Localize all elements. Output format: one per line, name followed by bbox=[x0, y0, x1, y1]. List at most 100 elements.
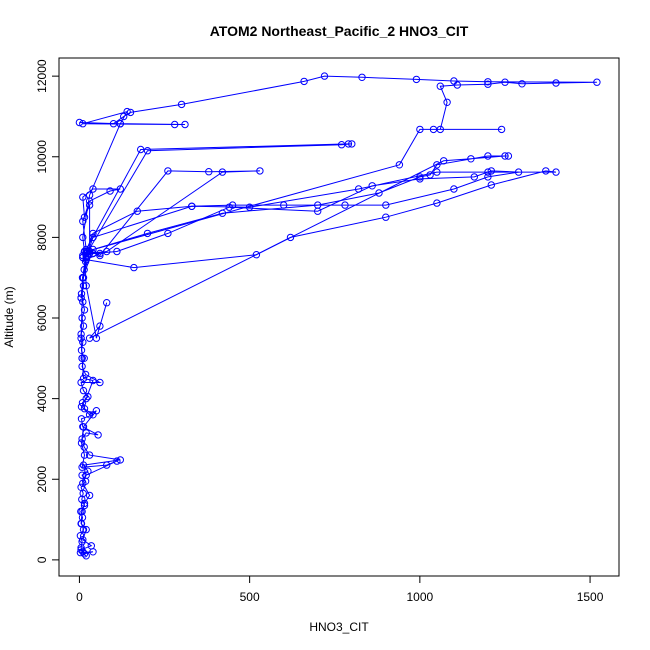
data-point bbox=[79, 298, 87, 306]
data-point bbox=[79, 233, 87, 242]
data-point bbox=[443, 98, 451, 107]
data-point bbox=[82, 525, 90, 534]
data-point bbox=[412, 75, 421, 84]
data-point bbox=[75, 118, 84, 127]
data-point bbox=[79, 338, 87, 346]
x-tick-label: 0 bbox=[76, 590, 83, 604]
data-point bbox=[416, 125, 424, 134]
data-point bbox=[106, 187, 114, 195]
data-point bbox=[368, 182, 376, 190]
x-axis-label: HNO3_CIT bbox=[309, 620, 369, 634]
data-point bbox=[78, 463, 86, 471]
data-point bbox=[133, 207, 142, 215]
data-point bbox=[85, 491, 94, 500]
series-3 bbox=[75, 72, 601, 262]
data-point bbox=[484, 168, 492, 176]
data-point bbox=[314, 201, 322, 209]
series-line bbox=[80, 155, 509, 359]
data-point bbox=[79, 374, 88, 383]
data-point bbox=[77, 415, 86, 423]
data-point bbox=[80, 451, 89, 459]
data-point bbox=[116, 120, 125, 128]
data-point bbox=[467, 155, 475, 163]
data-point bbox=[450, 185, 458, 193]
data-point bbox=[341, 201, 349, 209]
data-point bbox=[85, 451, 94, 459]
y-tick-label: 4000 bbox=[35, 385, 49, 412]
data-point bbox=[77, 403, 86, 411]
data-point bbox=[518, 80, 526, 88]
data-point bbox=[77, 294, 85, 302]
data-point bbox=[130, 263, 138, 272]
data-point bbox=[77, 483, 85, 491]
data-point bbox=[80, 499, 89, 508]
data-point bbox=[82, 552, 90, 560]
data-point bbox=[470, 173, 478, 181]
data-point bbox=[143, 147, 152, 155]
plot-frame bbox=[58, 57, 620, 577]
y-axis-label: Altitude (m) bbox=[2, 286, 16, 347]
data-point bbox=[337, 141, 346, 149]
data-point bbox=[123, 107, 131, 116]
data-point bbox=[81, 370, 90, 379]
data-point bbox=[79, 536, 87, 544]
data-point bbox=[79, 217, 87, 226]
data-point bbox=[113, 247, 121, 256]
data-point bbox=[85, 191, 94, 199]
data-point bbox=[126, 108, 135, 117]
data-point bbox=[450, 77, 458, 85]
data-point bbox=[143, 229, 152, 238]
data-point bbox=[116, 456, 125, 464]
data-point bbox=[487, 181, 495, 189]
series-line bbox=[79, 75, 597, 258]
data-point bbox=[78, 471, 86, 479]
data-point bbox=[514, 168, 523, 176]
data-point bbox=[504, 152, 513, 160]
data-point bbox=[358, 73, 366, 82]
data-point bbox=[78, 507, 86, 516]
data-point bbox=[85, 411, 94, 419]
data-point bbox=[484, 78, 492, 86]
y-axis: 0 2000 4000 6000 8000 10000 12000 bbox=[35, 59, 60, 563]
data-point bbox=[433, 168, 441, 176]
data-point bbox=[96, 378, 104, 387]
data-point bbox=[433, 199, 441, 207]
series-5 bbox=[76, 354, 121, 560]
data-point bbox=[96, 322, 104, 330]
data-point bbox=[82, 394, 90, 403]
data-point bbox=[436, 125, 444, 134]
data-point bbox=[433, 161, 441, 169]
y-tick-label: 6000 bbox=[35, 304, 49, 331]
data-point bbox=[484, 152, 492, 160]
x-tick-label: 1500 bbox=[577, 590, 604, 604]
data-point bbox=[256, 167, 264, 175]
data-point bbox=[164, 229, 172, 238]
x-axis: 0 500 1000 1500 bbox=[76, 575, 604, 604]
data-point bbox=[552, 79, 560, 87]
data-point bbox=[552, 168, 560, 176]
data-point bbox=[79, 479, 87, 487]
data-point bbox=[92, 407, 101, 415]
plot-area bbox=[75, 72, 601, 560]
data-point bbox=[300, 77, 308, 86]
data-point bbox=[79, 274, 87, 282]
data-point bbox=[76, 532, 85, 540]
data-point bbox=[103, 461, 111, 469]
data-point bbox=[484, 173, 492, 181]
data-point bbox=[116, 185, 125, 193]
data-point bbox=[593, 78, 601, 86]
y-tick-label: 0 bbox=[35, 556, 49, 563]
data-point bbox=[382, 201, 390, 209]
data-point bbox=[164, 167, 172, 175]
data-point bbox=[79, 193, 87, 201]
data-point bbox=[82, 471, 90, 479]
data-point bbox=[120, 112, 128, 121]
data-point bbox=[77, 519, 85, 528]
data-point bbox=[80, 213, 89, 221]
y-tick-label: 8000 bbox=[35, 224, 49, 251]
data-point bbox=[501, 152, 509, 160]
data-point bbox=[487, 167, 495, 175]
data-point bbox=[137, 145, 145, 154]
y-tick-label: 10000 bbox=[35, 140, 49, 174]
